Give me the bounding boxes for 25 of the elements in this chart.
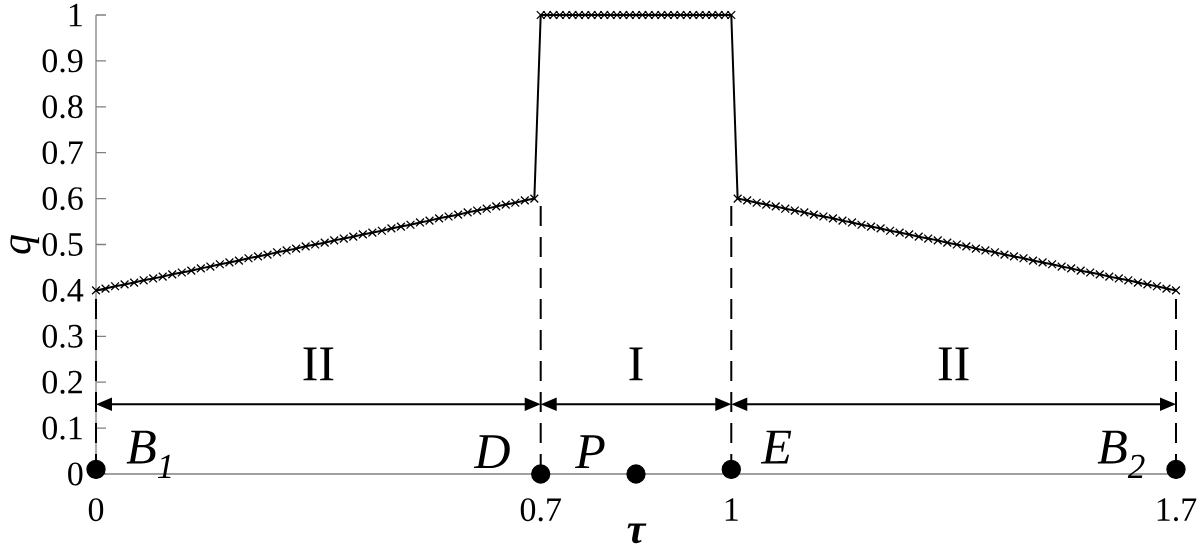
annotation: B$_{2}$ — [1097, 430, 1145, 479]
annotation: I — [629, 347, 643, 381]
x-tick-label: 0 — [88, 498, 104, 522]
y-tick-label: 0.2 — [42, 370, 82, 394]
y-tick-label: 0.7 — [42, 141, 83, 165]
y-axis-title: q — [10, 234, 40, 254]
y-tick-label: 0.4 — [42, 278, 84, 302]
y-tick-label: 0.5 — [42, 232, 83, 257]
x-axis-title: τ — [627, 523, 647, 544]
annotation: B$_{1}$ — [126, 430, 171, 478]
y-tick-label: 0.1 — [42, 416, 82, 440]
y-tick-label: 0 — [68, 462, 83, 486]
x-tick-label: 1.7 — [1157, 498, 1197, 522]
y-tick-label: 0.8 — [42, 95, 83, 119]
y-tick-label: 0.6 — [42, 187, 83, 211]
x-tick-label: 0.7 — [520, 498, 561, 522]
annotation: D — [473, 435, 510, 469]
y-tick-label: 0.3 — [42, 324, 83, 348]
annotation: P — [574, 435, 605, 468]
annotation: II — [938, 347, 969, 381]
y-tick-label: 1 — [69, 3, 82, 27]
y-tick-label: 0.9 — [42, 49, 83, 73]
x-tick-label: 1 — [725, 498, 738, 521]
annotation: II — [303, 347, 334, 381]
annotation: E — [760, 430, 792, 464]
